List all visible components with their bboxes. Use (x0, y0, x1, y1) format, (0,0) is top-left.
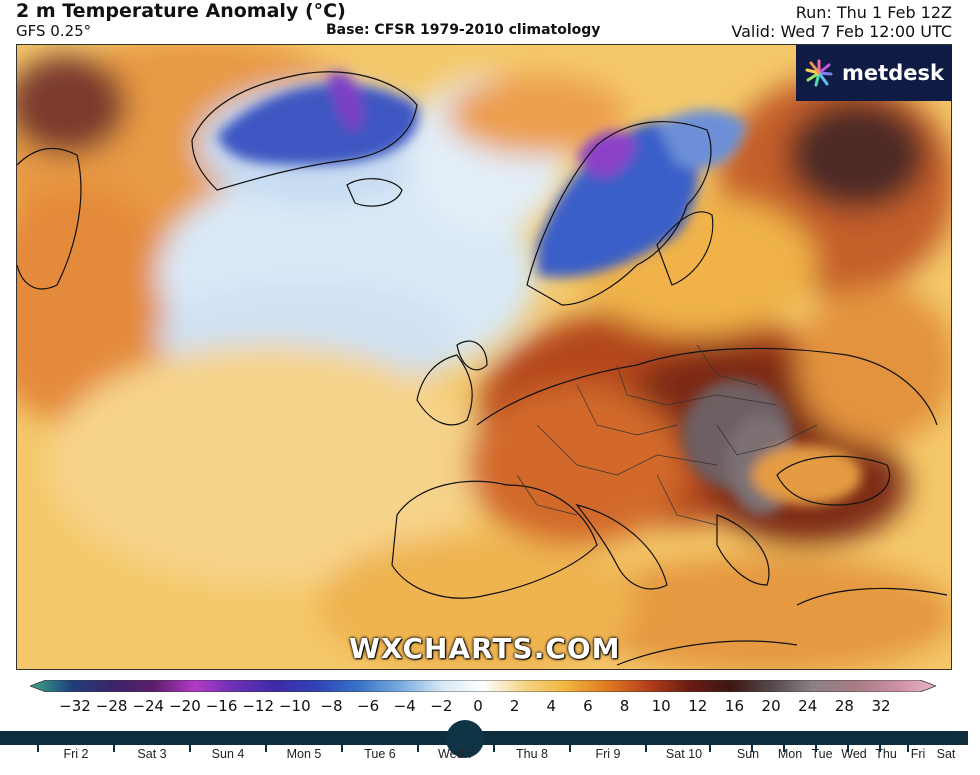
day-tick (709, 745, 711, 752)
day-label[interactable]: Fri 9 (595, 747, 621, 761)
slider-handle[interactable] (446, 720, 484, 758)
color-bar-label: 16 (724, 697, 744, 715)
valid-time: Valid: Wed 7 Feb 12:00 UTC (731, 22, 952, 41)
color-bar-label: −4 (393, 697, 416, 715)
color-bar-label: −16 (205, 697, 238, 715)
climatology-base: Base: CFSR 1979-2010 climatology (326, 22, 601, 38)
time-slider[interactable]: Fri 2 Sat 3 Sun 4 Mon 5 Tue 6 Wed 7 Thu 8 Fri 9… (0, 720, 980, 775)
logo-text: metdesk (842, 61, 944, 85)
chart-title: 2 m Temperature Anomaly (°C) (16, 0, 346, 22)
color-bar-label: 12 (688, 697, 708, 715)
day-tick (815, 745, 817, 752)
color-bar-label: 2 (509, 697, 520, 715)
day-label[interactable]: Sun (736, 747, 760, 761)
day-label[interactable]: Fri (910, 747, 926, 761)
day-tick (417, 745, 419, 752)
day-label[interactable]: Thu 8 (516, 747, 548, 761)
day-label[interactable]: Mon (777, 747, 803, 761)
color-bar-label: −8 (320, 697, 343, 715)
coastlines (17, 71, 948, 666)
day-tick (189, 745, 191, 752)
color-bar-label: −28 (95, 697, 128, 715)
day-tick (341, 745, 343, 752)
day-tick (907, 745, 909, 752)
day-label[interactable]: Wed 7 (438, 747, 474, 761)
color-bar-label: 4 (546, 697, 557, 715)
starburst-logo-icon (805, 59, 833, 87)
color-bar-label: 10 (651, 697, 671, 715)
color-bar-label: −2 (430, 697, 453, 715)
watermark: WXCHARTS.COM (349, 632, 621, 665)
day-label[interactable]: Sat (936, 747, 956, 761)
color-bar-label: −32 (59, 697, 91, 715)
color-bar-label: −10 (278, 697, 311, 715)
day-tick (783, 745, 785, 752)
color-bar-label: 6 (583, 697, 593, 715)
color-bar-labels: −32 −28 −24 −20 −16 −12 −10 −8 −6 −4 −2 0 2 4 6 8 10 12 16… (0, 697, 980, 715)
day-tick (37, 745, 39, 752)
borders (516, 344, 818, 526)
day-label[interactable]: Sat 3 (137, 747, 167, 761)
day-tick (751, 745, 753, 752)
day-tick (493, 745, 495, 752)
color-bar-label: −12 (242, 697, 274, 715)
run-time: Run: Thu 1 Feb 12Z (795, 3, 952, 22)
day-label[interactable]: Mon 5 (286, 747, 322, 761)
color-bar (30, 680, 936, 692)
day-label[interactable]: Wed (841, 747, 867, 761)
color-bar-label: −6 (357, 697, 380, 715)
color-bar-label: 28 (834, 697, 854, 715)
color-bar-label: 32 (871, 697, 891, 715)
anomaly-map (16, 44, 952, 670)
color-bar-label: 0 (473, 697, 483, 715)
day-tick (113, 745, 115, 752)
day-label[interactable]: Sun 4 (211, 747, 245, 761)
color-bar-label: 8 (619, 697, 630, 715)
map-svg (17, 45, 951, 669)
day-tick (645, 745, 647, 752)
slider-track[interactable] (0, 731, 968, 745)
day-label[interactable]: Sat 10 (665, 747, 703, 761)
day-tick (265, 745, 267, 752)
metdesk-logo: metdesk (796, 45, 952, 101)
color-bar-label: −20 (169, 697, 201, 715)
color-bar-gradient (30, 680, 936, 692)
day-tick (847, 745, 849, 752)
color-bar-label: 24 (798, 697, 818, 715)
color-bar-label: −24 (132, 697, 165, 715)
model-name: GFS 0.25° (16, 22, 92, 40)
day-tick (879, 745, 881, 752)
cold-cores (217, 72, 862, 515)
day-tick (569, 745, 571, 752)
color-bar-label: 20 (761, 697, 781, 715)
day-label[interactable]: Fri 2 (63, 747, 89, 761)
day-label[interactable]: Tue 6 (364, 747, 396, 761)
